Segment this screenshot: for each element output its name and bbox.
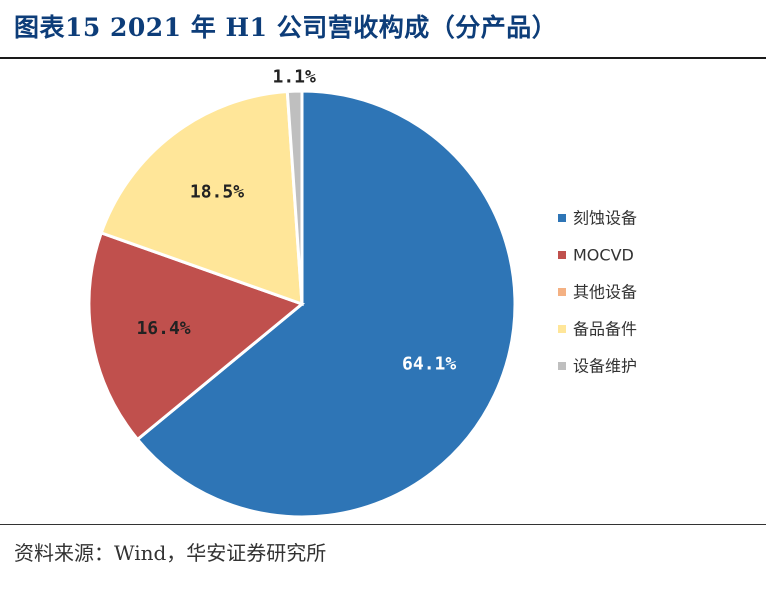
- legend-swatch-item-3: [558, 325, 566, 333]
- source-note: 资料来源：Wind，华安证券研究所: [14, 541, 327, 565]
- legend-label-mocvd: MOCVD: [573, 246, 634, 265]
- legend-swatch-item-4: [558, 362, 566, 370]
- figure-title: 图表15 2021 年 H1 公司营收构成（分产品）: [14, 13, 558, 42]
- data-label-item-4: 1.1%: [272, 67, 316, 88]
- data-label-item-3: 18.5%: [190, 182, 244, 203]
- bottom-rule: [0, 524, 766, 525]
- legend-label-item-3: 备品备件: [573, 320, 637, 339]
- legend-swatch-item-0: [558, 214, 566, 222]
- legend-swatch-item-2: [558, 288, 566, 296]
- pie-slices: [87, 89, 517, 519]
- top-rule: [0, 57, 766, 59]
- data-labels: 64.1% 16.4% 18.5% 1.1%: [136, 67, 456, 375]
- data-label-item-0: 64.1%: [402, 353, 456, 374]
- pie-slice-mocvd: [87, 230, 306, 442]
- data-label-mocvd: 16.4%: [136, 318, 190, 339]
- legend-swatch-mocvd: [558, 251, 566, 259]
- pie-slice-item-3: [99, 89, 304, 307]
- pie-chart: 64.1% 16.4% 18.5% 1.1% 刻蚀设备 MOCVD 其他设备备品备件设备维…: [87, 67, 637, 519]
- pie-slice-item-4: [285, 89, 304, 305]
- legend-label-item-4: 设备维护: [573, 357, 637, 376]
- legend-label-item-2: 其他设备: [573, 283, 637, 302]
- pie-slice-item-0: [135, 89, 517, 519]
- legend-label-item-0: 刻蚀设备: [573, 209, 637, 228]
